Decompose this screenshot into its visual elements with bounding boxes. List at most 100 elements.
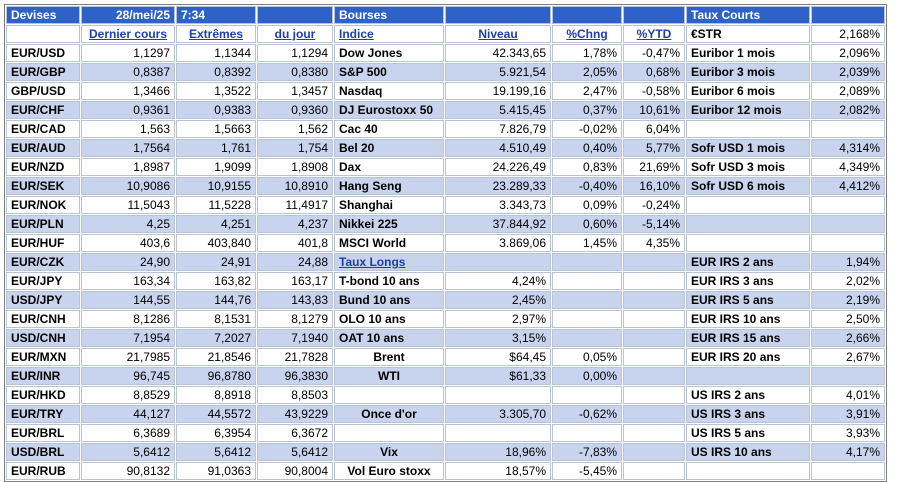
header-spacer <box>552 6 622 24</box>
change-pct-cell: 0,09% <box>552 196 622 214</box>
table-row: USD/JPY 144,55 144,76 143,83 Bund 10 ans 2,45… <box>6 291 885 309</box>
last-price-cell: 1,7564 <box>81 139 175 157</box>
index-level-cell: $61,33 <box>445 367 551 385</box>
header-spacer <box>257 6 333 24</box>
rate-name-cell: EUR IRS 20 ans <box>686 348 810 366</box>
ytd-pct-cell <box>623 329 685 347</box>
high-cell: 144,76 <box>176 291 256 309</box>
pair-cell: EUR/RUB <box>6 462 80 480</box>
last-price-cell: 403,6 <box>81 234 175 252</box>
last-price-cell: 1,3466 <box>81 82 175 100</box>
last-price-cell: 144,55 <box>81 291 175 309</box>
rate-name-cell: Sofr USD 3 mois <box>686 158 810 176</box>
rate-value-cell: 2,082% <box>811 101 885 119</box>
high-cell: 21,8546 <box>176 348 256 366</box>
index-level-cell: 3.343,73 <box>445 196 551 214</box>
taux-courts-heading: Taux Courts <box>686 6 810 24</box>
low-cell: 8,1279 <box>257 310 333 328</box>
header-spacer <box>445 6 551 24</box>
high-cell: 6,3954 <box>176 424 256 442</box>
index-level-cell: 42.343,65 <box>445 44 551 62</box>
high-cell: 1,761 <box>176 139 256 157</box>
rate-value-cell: 4,412% <box>811 177 885 195</box>
pair-cell: EUR/HUF <box>6 234 80 252</box>
rate-name-cell: US IRS 2 ans <box>686 386 810 404</box>
index-name-cell: MSCI World <box>334 234 444 252</box>
table-row: EUR/MXN 21,7985 21,8546 21,7828 Brent $64,45 0… <box>6 348 885 366</box>
index-name-cell: Dow Jones <box>334 44 444 62</box>
bourses-heading: Bourses <box>334 6 444 24</box>
pair-cell: EUR/HKD <box>6 386 80 404</box>
pair-cell: EUR/JPY <box>6 272 80 290</box>
index-level-cell: 3.305,70 <box>445 405 551 423</box>
high-cell: 1,3522 <box>176 82 256 100</box>
ytd-header[interactable]: %YTD <box>623 25 685 43</box>
du-jour-header[interactable]: du jour <box>257 25 333 43</box>
pair-cell: EUR/NZD <box>6 158 80 176</box>
index-name-cell: Bel 20 <box>334 139 444 157</box>
header-row: Devises 28/mei/25 7:34 Bourses Taux Cour… <box>6 6 885 24</box>
index-level-cell <box>445 386 551 404</box>
last-price-cell: 8,1286 <box>81 310 175 328</box>
rate-name-cell: EUR IRS 3 ans <box>686 272 810 290</box>
ytd-pct-cell <box>623 291 685 309</box>
rate-value-cell: 2,096% <box>811 44 885 62</box>
change-pct-cell <box>552 272 622 290</box>
low-cell: 0,8380 <box>257 63 333 81</box>
low-cell: 24,88 <box>257 253 333 271</box>
high-cell: 8,8918 <box>176 386 256 404</box>
date-label: 28/mei/25 <box>81 6 175 24</box>
last-price-cell: 6,3689 <box>81 424 175 442</box>
rate-name-cell: Sofr USD 1 mois <box>686 139 810 157</box>
rate-value-cell: 3,93% <box>811 424 885 442</box>
low-cell: 43,9229 <box>257 405 333 423</box>
index-name-cell: Nasdaq <box>334 82 444 100</box>
rate-value-cell: 4,17% <box>811 443 885 461</box>
low-cell: 1,562 <box>257 120 333 138</box>
change-pct-cell: 0,00% <box>552 367 622 385</box>
rate-value-cell: 4,314% <box>811 139 885 157</box>
index-name-cell <box>334 386 444 404</box>
ytd-pct-cell <box>623 348 685 366</box>
change-pct-cell: -7,83% <box>552 443 622 461</box>
last-price-cell: 4,25 <box>81 215 175 233</box>
low-cell: 163,17 <box>257 272 333 290</box>
rate-name-cell: EUR IRS 5 ans <box>686 291 810 309</box>
chng-header[interactable]: %Chng <box>552 25 622 43</box>
pair-cell: EUR/BRL <box>6 424 80 442</box>
estr-value: 2,168% <box>811 25 885 43</box>
rate-name-cell: Euribor 6 mois <box>686 82 810 100</box>
ytd-pct-cell: -0,24% <box>623 196 685 214</box>
pair-cell: EUR/USD <box>6 44 80 62</box>
niveau-header[interactable]: Niveau <box>445 25 551 43</box>
last-price-cell: 8,8529 <box>81 386 175 404</box>
indice-header[interactable]: Indice <box>334 25 444 43</box>
index-name-cell: T-bond 10 ans <box>334 272 444 290</box>
last-price-cell: 24,90 <box>81 253 175 271</box>
low-cell: 0,9360 <box>257 101 333 119</box>
low-cell: 1,1294 <box>257 44 333 62</box>
last-price-cell: 11,5043 <box>81 196 175 214</box>
high-cell: 91,0363 <box>176 462 256 480</box>
rate-name-cell: Euribor 3 mois <box>686 63 810 81</box>
rate-value-cell <box>811 196 885 214</box>
low-cell: 21,7828 <box>257 348 333 366</box>
index-name-cell: DJ Eurostoxx 50 <box>334 101 444 119</box>
extremes-header[interactable]: Extrêmes <box>176 25 256 43</box>
high-cell: 8,1531 <box>176 310 256 328</box>
change-pct-cell: 0,05% <box>552 348 622 366</box>
table-row: EUR/HUF 403,6 403,840 401,8 MSCI World 3.869,… <box>6 234 885 252</box>
change-pct-cell <box>552 310 622 328</box>
table-row: EUR/JPY 163,34 163,82 163,17 T-bond 10 ans 4,… <box>6 272 885 290</box>
rate-name-cell: Euribor 12 mois <box>686 101 810 119</box>
low-cell: 1,3457 <box>257 82 333 100</box>
index-level-cell: 5.921,54 <box>445 63 551 81</box>
low-cell: 1,8908 <box>257 158 333 176</box>
dernier-cours-header[interactable]: Dernier cours <box>81 25 175 43</box>
change-pct-cell: 1,45% <box>552 234 622 252</box>
time-label: 7:34 <box>176 6 256 24</box>
change-pct-cell: 1,78% <box>552 44 622 62</box>
change-pct-cell <box>552 329 622 347</box>
high-cell: 7,2027 <box>176 329 256 347</box>
high-cell: 0,9383 <box>176 101 256 119</box>
